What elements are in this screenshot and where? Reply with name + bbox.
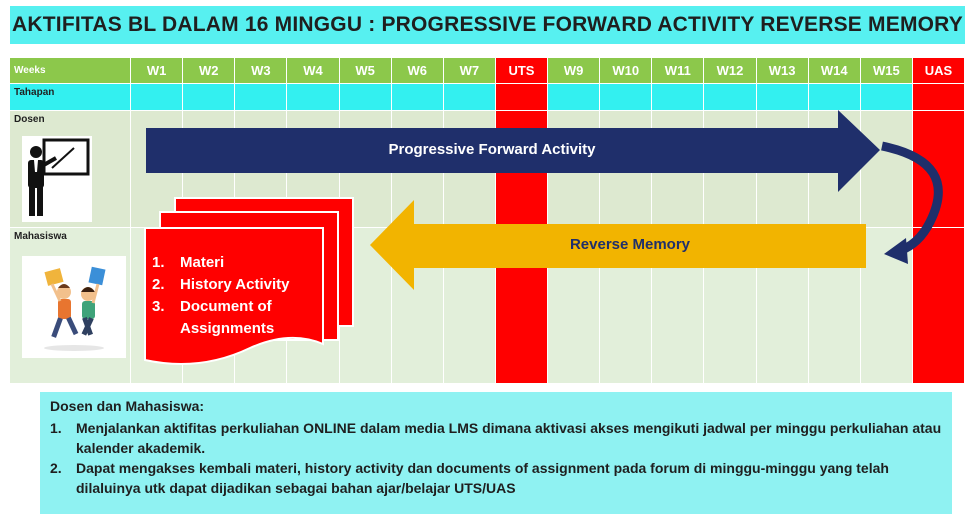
reverse-memory-arrow (370, 200, 866, 290)
title-bar: AKTIFITAS BL DALAM 16 MINGGU : PROGRESSI… (10, 6, 965, 44)
tahapan-cell-w4 (287, 84, 340, 111)
tahapan-cell-uas (912, 84, 965, 111)
week-header-w13: W13 (756, 58, 809, 84)
tahapan-cell-w10 (600, 84, 653, 111)
tahapan-cell-w5 (339, 84, 392, 111)
forward-arrow-label: Progressive Forward Activity (388, 141, 596, 158)
note-item: 1. Menjalankan aktifitas perkuliahan ONLI… (50, 418, 942, 458)
week-header-w4: W4 (287, 58, 340, 84)
tahapan-cell-w3 (235, 84, 288, 111)
note-item-number: 2. (50, 460, 62, 476)
document-list-number: 1. (152, 254, 165, 271)
document-list-label: History Activity (180, 276, 290, 293)
week-header-w6: W6 (391, 58, 444, 84)
notes-box: Dosen dan Mahasiswa: 1. Menjalankan aktif… (40, 392, 952, 514)
curved-arrow-head (884, 238, 908, 264)
progressive-forward-arrow (146, 110, 880, 192)
note-item-number: 1. (50, 420, 62, 436)
tahapan-cell-w2 (183, 84, 236, 111)
jumping-students-illustration (22, 256, 126, 358)
week-header-w5: W5 (339, 58, 392, 84)
week-header-w9: W9 (548, 58, 601, 84)
tahapan-cell-w15 (860, 84, 913, 111)
row-label-dosen-text: Dosen (14, 114, 45, 125)
document-list-item: 3. Document of (152, 296, 322, 318)
tahapan-cell-w6 (391, 84, 444, 111)
note-item: 2. Dapat mengakses kembali materi, histor… (50, 458, 942, 498)
page-title: AKTIFITAS BL DALAM 16 MINGGU : PROGRESSI… (12, 13, 963, 36)
teacher-at-board-icon (22, 136, 92, 222)
note-item-text: Menjalankan aktifitas perkuliahan ONLINE… (76, 420, 942, 456)
week-header-w2: W2 (183, 58, 236, 84)
notes-list: 1. Menjalankan aktifitas perkuliahan ONLI… (50, 418, 942, 498)
document-list-item: 2. History Activity (152, 274, 322, 296)
tahapan-cell-w14 (808, 84, 861, 111)
document-list: 1. Materi 2. History Activity 3. Document of A… (152, 252, 322, 340)
tahapan-cell-uts (495, 84, 548, 111)
week-header-w14: W14 (808, 58, 861, 84)
tahapan-cell-w13 (756, 84, 809, 111)
tahapan-cell-w12 (704, 84, 757, 111)
tahapan-cell-w9 (548, 84, 601, 111)
note-item-text: Dapat mengakses kembali materi, history … (76, 460, 889, 496)
row-label-mahasiswa-text: Mahasiswa (14, 231, 67, 242)
notes-title: Dosen dan Mahasiswa: (50, 398, 205, 414)
document-list-item: Assignments (152, 318, 322, 340)
document-stack (144, 197, 354, 365)
tahapan-label: Tahapan (10, 84, 131, 111)
week-header-w3: W3 (235, 58, 288, 84)
weeks-label: Weeks (10, 58, 131, 84)
week-header-w7: W7 (443, 58, 496, 84)
week-header-uts: UTS (495, 58, 548, 84)
week-header-w15: W15 (860, 58, 913, 84)
week-header-w10: W10 (600, 58, 653, 84)
tahapan-cell-w1 (131, 84, 184, 111)
week-header-uas: UAS (912, 58, 965, 84)
week-header-w1: W1 (131, 58, 184, 84)
week-header-w11: W11 (652, 58, 705, 84)
curved-return-arrow (881, 141, 943, 257)
document-list-number (152, 318, 180, 340)
document-list-number: 3. (152, 298, 165, 315)
document-list-number: 2. (152, 276, 165, 293)
tahapan-cell-w11 (652, 84, 705, 111)
document-list-item: 1. Materi (152, 252, 322, 274)
reverse-arrow-label: Reverse Memory (569, 236, 691, 253)
mahasiswa-cell-uas (912, 228, 965, 384)
document-list-label: Document of (180, 298, 272, 315)
document-list-label: Assignments (180, 320, 275, 337)
document-list-label: Materi (180, 254, 225, 271)
week-header-w12: W12 (704, 58, 757, 84)
dosen-cell-w15 (860, 111, 913, 228)
tahapan-cell-w7 (443, 84, 496, 111)
